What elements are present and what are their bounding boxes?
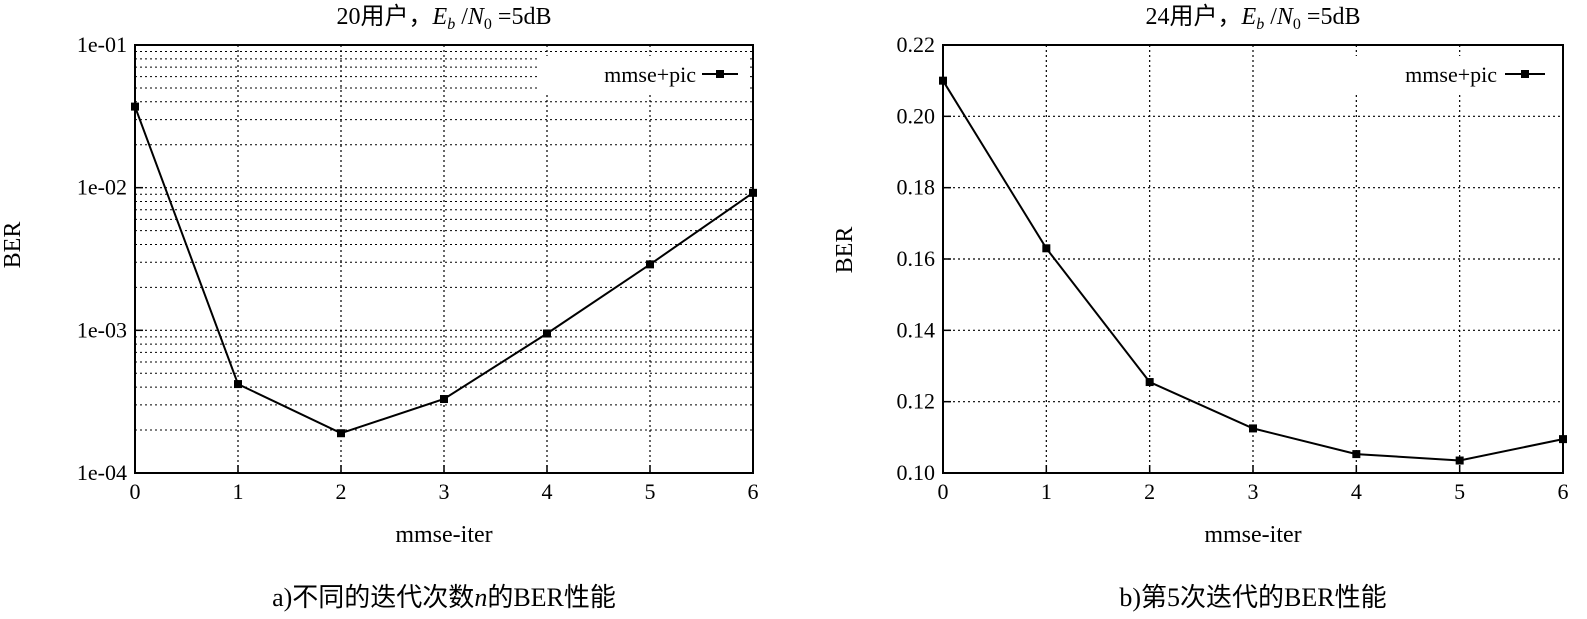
chart-a-x-tick-label: 2 bbox=[336, 479, 347, 504]
chart-a-legend: mmse+pic bbox=[538, 56, 748, 92]
chart-b-data-point bbox=[1042, 244, 1051, 253]
chart-a-series bbox=[131, 102, 757, 438]
chart-b-x-tick-label: 4 bbox=[1351, 479, 1362, 504]
chart-b: 0 1 2 3 4 5 6 0.10 0.12 0.14 0.16 0.18 0.20 0.22 24用… bbox=[832, 3, 1569, 612]
chart-b-y-ticks: 0.10 0.12 0.14 0.16 0.18 0.20 0.22 bbox=[897, 32, 951, 485]
chart-b-x-tick-label: 1 bbox=[1041, 479, 1052, 504]
chart-a-x-ticks: 0 1 2 3 4 5 6 bbox=[130, 465, 759, 504]
chart-b-y-tick-label: 0.20 bbox=[897, 103, 936, 128]
chart-b-data-point bbox=[1559, 435, 1567, 444]
chart-b-y-tick-label: 0.18 bbox=[897, 175, 936, 200]
chart-a-legend-label: mmse+pic bbox=[604, 62, 696, 87]
chart-b-y-axis-label: BER bbox=[832, 227, 858, 274]
chart-a-title: 20用户，Eb /N0 =5dB bbox=[337, 3, 552, 33]
chart-b-grid bbox=[943, 45, 1563, 473]
chart-a-y-tick-label: 1e-02 bbox=[77, 175, 127, 200]
chart-a-data-point bbox=[543, 329, 551, 338]
chart-b-data-point bbox=[939, 76, 947, 85]
chart-a-data-point bbox=[234, 380, 242, 389]
chart-b-legend-label: mmse+pic bbox=[1405, 62, 1497, 87]
chart-b-y-tick-label: 0.22 bbox=[897, 32, 936, 57]
chart-b-data-point bbox=[1455, 456, 1464, 465]
chart-a-x-tick-label: 6 bbox=[748, 479, 759, 504]
chart-a-data-point bbox=[131, 102, 139, 111]
chart-b-x-tick-label: 5 bbox=[1454, 479, 1465, 504]
chart-b-legend-marker bbox=[1521, 70, 1529, 78]
chart-a-y-tick-label: 1e-04 bbox=[77, 460, 127, 485]
chart-a-y-ticks: 1e-04 1e-03 1e-02 1e-01 bbox=[77, 32, 143, 485]
chart-b-y-tick-label: 0.12 bbox=[897, 389, 936, 414]
chart-b-x-tick-label: 3 bbox=[1248, 479, 1259, 504]
chart-b-y-tick-label: 0.10 bbox=[897, 460, 936, 485]
chart-a-y-tick-label: 1e-01 bbox=[77, 32, 127, 57]
chart-b-series bbox=[939, 76, 1567, 465]
chart-b-legend: mmse+pic bbox=[1355, 56, 1557, 92]
chart-a-x-tick-label: 5 bbox=[645, 479, 656, 504]
chart-b-data-point bbox=[1145, 378, 1154, 387]
chart-a-grid bbox=[135, 45, 753, 473]
chart-b-caption: b)第5次迭代的BER性能 bbox=[1119, 583, 1386, 612]
chart-a-data-point bbox=[749, 188, 757, 197]
chart-b-x-tick-label: 0 bbox=[938, 479, 949, 504]
chart-b-x-ticks: 0 1 2 3 4 5 6 bbox=[938, 465, 1569, 504]
chart-b-y-tick-label: 0.16 bbox=[897, 246, 936, 271]
chart-a-y-axis-label: BER bbox=[0, 222, 26, 269]
chart-a-data-point bbox=[440, 395, 448, 404]
chart-b-title: 24用户，Eb /N0 =5dB bbox=[1146, 3, 1361, 33]
chart-a: 0 1 2 3 4 5 6 1e-04 1e-03 1e-02 1e-01 20用户，Eb /N0… bbox=[0, 3, 759, 612]
chart-a-x-tick-label: 0 bbox=[130, 479, 141, 504]
chart-a-legend-marker bbox=[716, 70, 724, 78]
chart-a-data-point bbox=[337, 429, 345, 438]
chart-b-y-tick-label: 0.14 bbox=[897, 317, 936, 342]
chart-a-x-tick-label: 3 bbox=[439, 479, 450, 504]
chart-b-data-point bbox=[1249, 424, 1257, 433]
chart-a-data-point bbox=[646, 260, 654, 269]
chart-a-y-tick-label: 1e-03 bbox=[77, 317, 127, 342]
chart-a-x-axis-label: mmse-iter bbox=[395, 522, 492, 548]
chart-b-x-tick-label: 6 bbox=[1558, 479, 1569, 504]
chart-a-x-tick-label: 4 bbox=[542, 479, 553, 504]
chart-b-x-tick-label: 2 bbox=[1144, 479, 1155, 504]
chart-a-caption: a)不同的迭代次数n的BER性能 bbox=[272, 583, 616, 612]
chart-a-plot-frame bbox=[134, 44, 754, 474]
chart-b-x-axis-label: mmse-iter bbox=[1204, 522, 1301, 548]
chart-a-x-tick-label: 1 bbox=[233, 479, 244, 504]
chart-b-data-point bbox=[1352, 450, 1361, 459]
